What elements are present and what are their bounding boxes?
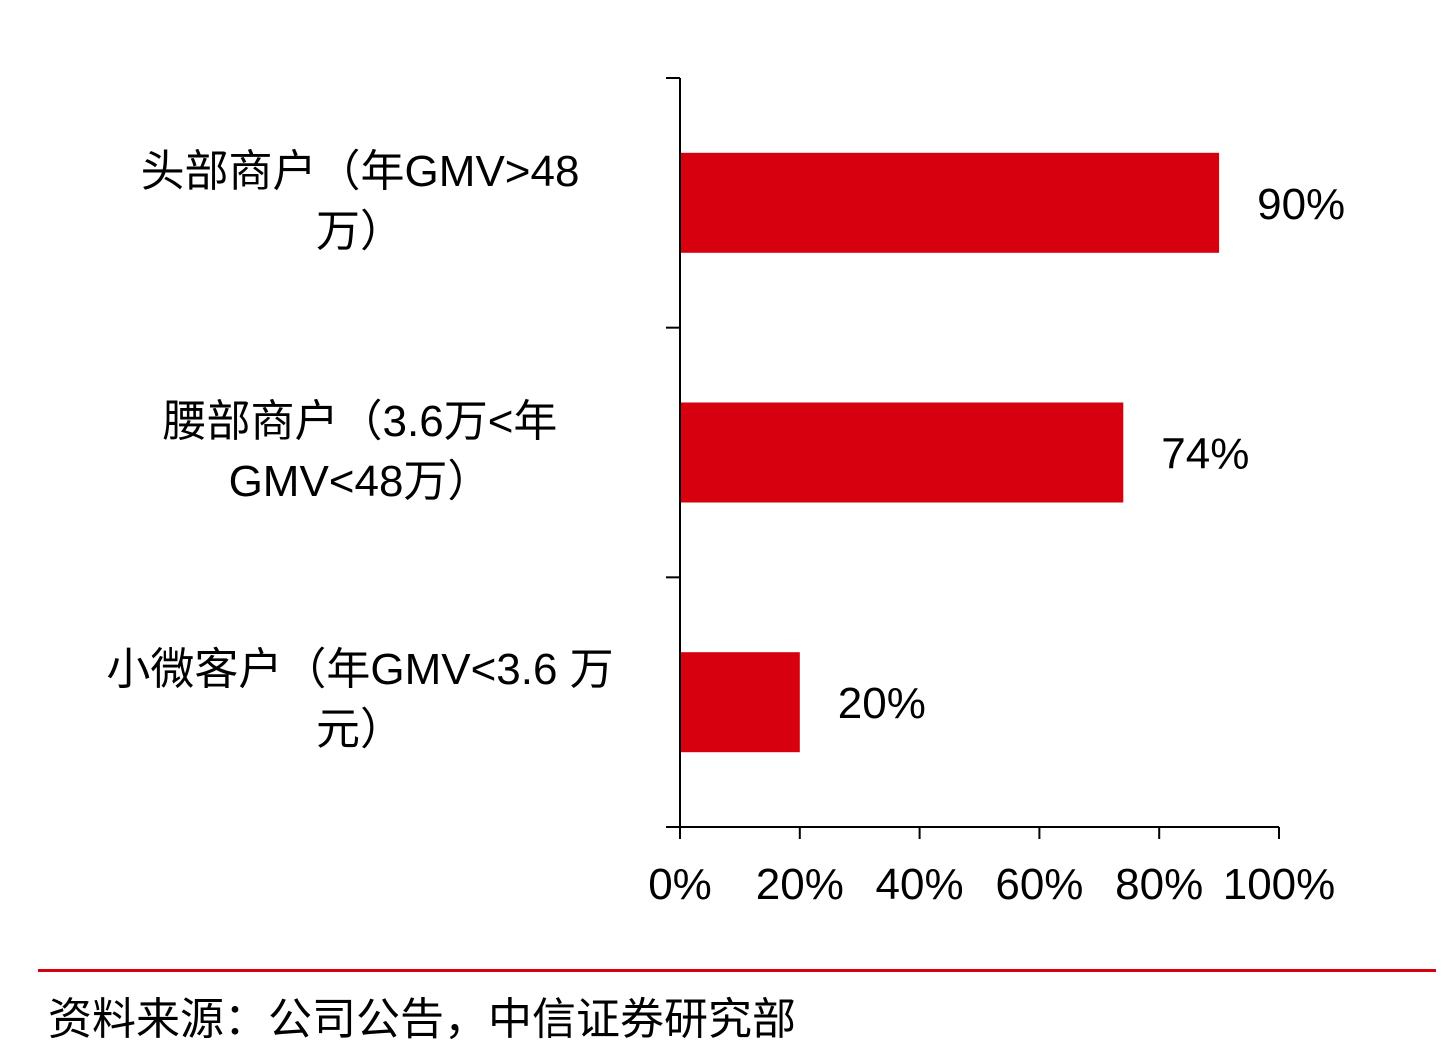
x-tick-label-5: 100% [1223, 860, 1336, 909]
x-tick-label-1: 20% [756, 860, 844, 909]
bar-2 [680, 652, 800, 753]
category-label-small-merchants: 小微客户（年GMV<3.6 万 元） [106, 645, 614, 754]
x-tick-label-0: 0% [648, 860, 712, 909]
source-note: 资料来源：公司公告，中信证券研究部 [48, 995, 796, 1044]
data-label-1: 74% [1161, 430, 1249, 479]
category-label-top-merchants: 头部商户（年GMV>48 万） [140, 147, 580, 256]
x-tick-label-4: 80% [1115, 860, 1203, 909]
footer-divider [38, 969, 1436, 972]
data-label-2: 20% [838, 679, 926, 728]
bar-chart: 90% 74% 20% 0% 20% 40% 60% 80% 100% [648, 77, 1345, 909]
chart-area: 90% 74% 20% 0% 20% 40% 60% 80% 100% 头部商户（年GMV>48… [106, 77, 1345, 909]
bar-0 [680, 152, 1220, 253]
category-label-mid-merchants: 腰部商户（3.6万<年 GMV<48万） [162, 397, 558, 506]
x-tick-label-2: 40% [876, 860, 964, 909]
x-tick-label-3: 60% [995, 860, 1083, 909]
bar-1 [680, 402, 1124, 503]
data-label-0: 90% [1257, 180, 1345, 229]
